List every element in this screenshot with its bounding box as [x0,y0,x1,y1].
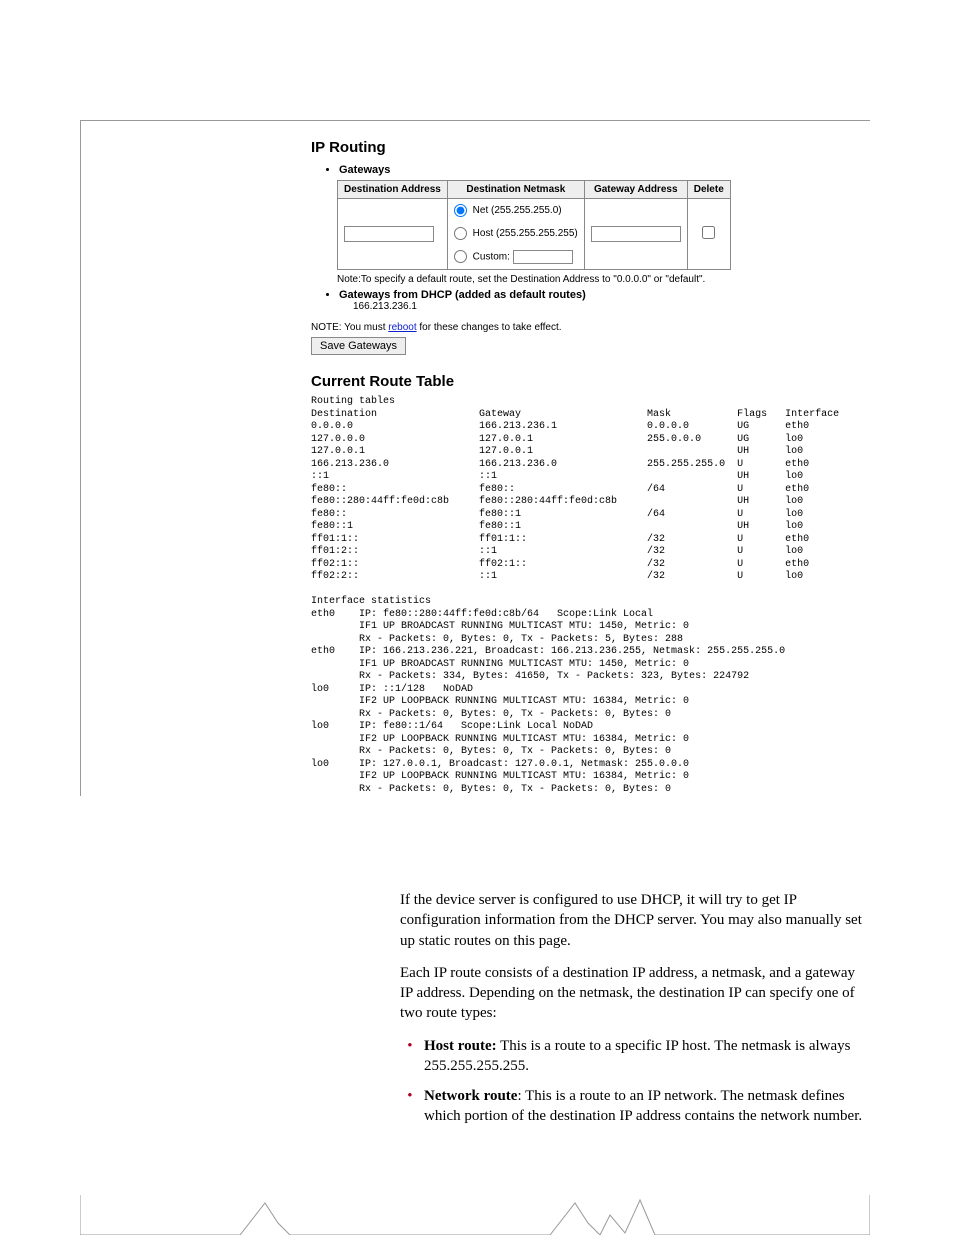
gateways-label: Gateways [339,164,871,176]
netmask-net-label: Net (255.255.255.0) [473,205,562,216]
dhcp-gateway-ip: 166.213.236.1 [353,301,871,312]
gateways-table: Destination Address Destination Netmask … [337,180,731,270]
gateway-address-input[interactable] [591,226,681,242]
netmask-host-label: Host (255.255.255.255) [473,228,578,239]
body-paragraph-2: Each IP route consists of a destination … [400,963,870,1024]
body-list-host-route: Host route: This is a route to a specifi… [420,1036,870,1077]
gw-th-delete: Delete [687,181,730,199]
current-route-table-heading: Current Route Table [311,373,871,390]
delete-checkbox[interactable] [702,226,715,239]
gw-th-dest-mask: Destination Netmask [447,181,584,199]
save-gateways-button[interactable]: Save Gateways [311,337,406,355]
route-table-text: Routing tables Destination Gateway Mask … [311,396,871,796]
netmask-custom-label: Custom: [473,252,510,263]
body-paragraph-1: If the device server is configured to us… [400,890,870,951]
reboot-link[interactable]: reboot [388,322,416,333]
page-torn-edge [80,1195,870,1235]
gw-th-gw-addr: Gateway Address [584,181,687,199]
reboot-note: NOTE: You must reboot for these changes … [311,322,871,333]
default-route-note: Note:To specify a default route, set the… [337,274,871,285]
dest-address-input[interactable] [344,226,434,242]
netmask-host-radio[interactable] [454,227,467,240]
netmask-custom-input[interactable] [513,250,573,264]
body-list-network-route: Network route: This is a route to an IP … [420,1086,870,1127]
dhcp-gateways-label: Gateways from DHCP (added as default rou… [339,289,871,301]
netmask-net-radio[interactable] [454,204,467,217]
netmask-custom-radio[interactable] [454,250,467,263]
ip-routing-heading: IP Routing [311,139,871,156]
gw-th-dest-addr: Destination Address [338,181,448,199]
